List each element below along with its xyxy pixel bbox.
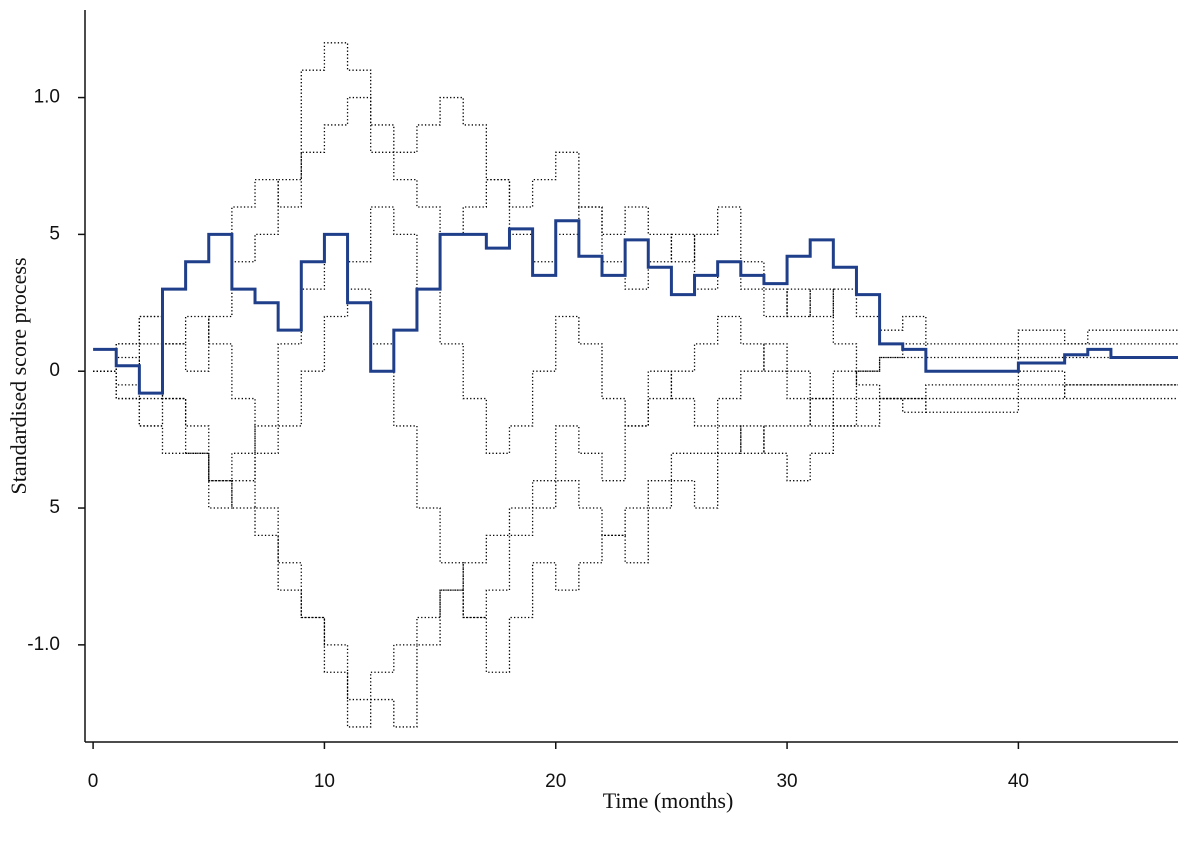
x-tick-label: 30: [776, 771, 797, 792]
observed-path: [93, 219, 1178, 395]
x-tick-label: 10: [314, 771, 335, 792]
simulated-path: [93, 233, 1178, 619]
simulated-path: [93, 370, 1178, 728]
x-tick-label: 0: [88, 771, 99, 792]
simulated-path: [93, 96, 1178, 372]
x-tick-label: 40: [1008, 771, 1029, 792]
y-tick-label: 5: [49, 497, 60, 518]
y-tick-label: 5: [49, 223, 60, 244]
simulated-path: [93, 206, 1178, 454]
y-tick-label: 1.0: [34, 87, 60, 108]
simulated-path: [93, 42, 1178, 372]
x-tick-label: 20: [545, 771, 566, 792]
y-tick-label: 0: [49, 360, 60, 381]
y-tick-label: -1.0: [27, 634, 60, 655]
x-axis-label: Time (months): [603, 788, 734, 813]
simulated-path: [93, 370, 1178, 701]
y-axis-label: Standardised score process: [6, 257, 31, 494]
